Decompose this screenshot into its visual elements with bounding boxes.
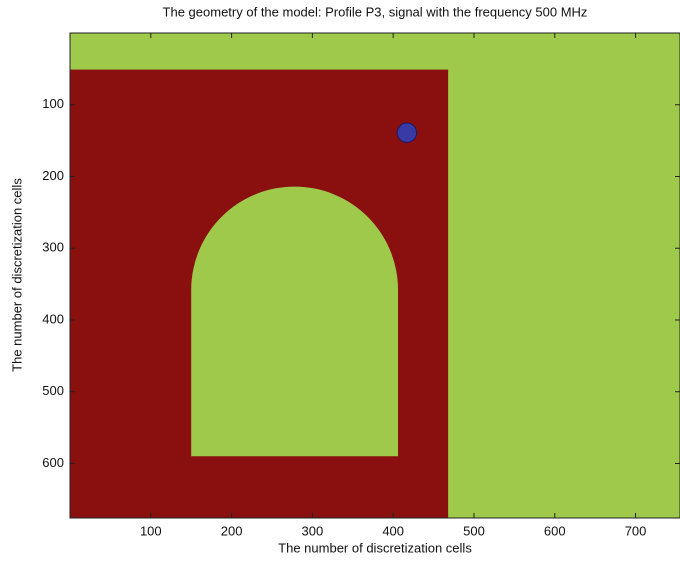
- plot-frame: [69, 32, 680, 519]
- y-tick-label: 400: [42, 311, 64, 326]
- y-tick-label: 100: [42, 96, 64, 111]
- x-tick-label: 600: [544, 523, 566, 538]
- x-tick-label: 700: [625, 523, 647, 538]
- x-axis-label: The number of discretization cells: [278, 540, 472, 555]
- x-tick-label: 500: [463, 523, 485, 538]
- source-point: [396, 122, 418, 143]
- y-tick-label: 600: [42, 455, 64, 470]
- x-tick-label: 400: [382, 523, 404, 538]
- y-axis-label: The number of discretization cells: [9, 178, 24, 372]
- x-tick-label: 200: [221, 523, 243, 538]
- x-tick-label: 300: [302, 523, 324, 538]
- y-tick-label: 300: [42, 240, 64, 255]
- region-arch: [191, 186, 399, 457]
- chart-title: The geometry of the model: Profile P3, s…: [163, 4, 588, 19]
- y-tick-label: 500: [42, 383, 64, 398]
- y-tick-label: 200: [42, 168, 64, 183]
- x-tick-label: 100: [140, 523, 162, 538]
